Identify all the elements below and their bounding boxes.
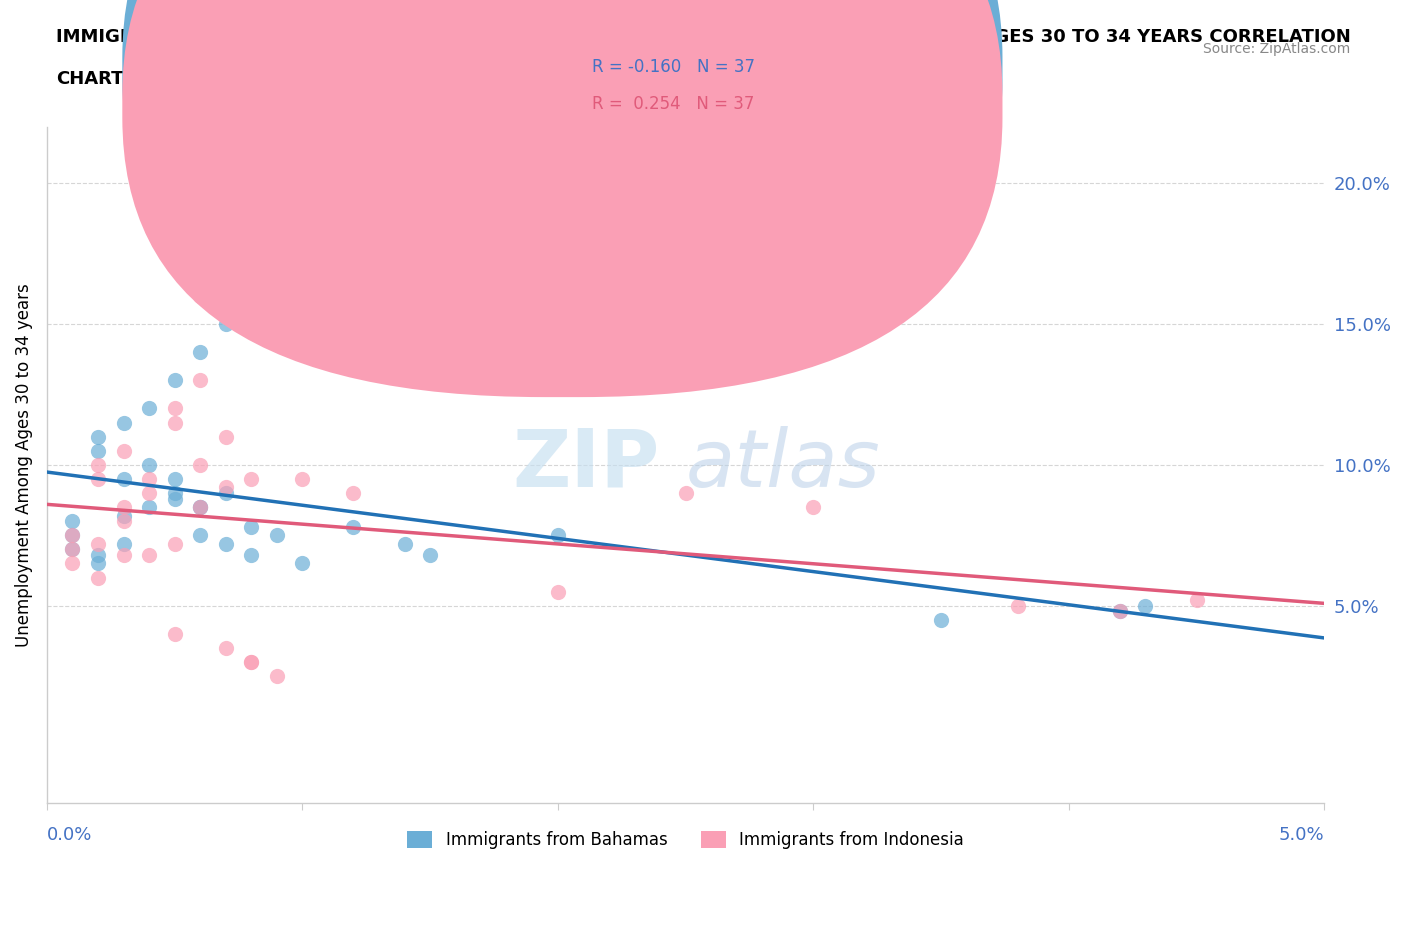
Point <box>163 401 186 416</box>
Point <box>1135 598 1157 613</box>
Point <box>188 499 211 514</box>
Point <box>62 542 84 557</box>
Point <box>62 513 84 528</box>
Point <box>163 627 186 642</box>
Point <box>675 485 697 500</box>
Point <box>801 499 824 514</box>
Text: atlas: atlas <box>686 426 880 504</box>
Point <box>87 472 110 486</box>
Point <box>929 613 952 628</box>
Point <box>342 485 364 500</box>
Text: R = -0.160   N = 37: R = -0.160 N = 37 <box>592 58 755 76</box>
Point <box>188 288 211 303</box>
Point <box>112 508 135 523</box>
Point <box>138 485 160 500</box>
Point <box>138 548 160 563</box>
Point <box>87 548 110 563</box>
Point <box>163 373 186 388</box>
Point <box>87 458 110 472</box>
Point <box>1007 598 1029 613</box>
Text: 0.0%: 0.0% <box>46 826 93 844</box>
Point <box>112 548 135 563</box>
Point <box>188 499 211 514</box>
Text: ZIP: ZIP <box>513 426 659 504</box>
Point <box>291 556 314 571</box>
Text: Source: ZipAtlas.com: Source: ZipAtlas.com <box>1202 42 1350 56</box>
Point <box>1185 592 1208 607</box>
Point <box>240 548 263 563</box>
Point <box>62 528 84 543</box>
Point <box>215 485 238 500</box>
Point <box>240 472 263 486</box>
Point <box>62 556 84 571</box>
Point <box>547 528 569 543</box>
Point <box>240 288 263 303</box>
Point <box>112 513 135 528</box>
Point <box>87 430 110 445</box>
Text: 5.0%: 5.0% <box>1278 826 1324 844</box>
Point <box>87 570 110 585</box>
Point <box>163 472 186 486</box>
Point <box>163 415 186 430</box>
Point <box>112 415 135 430</box>
Point <box>188 373 211 388</box>
Point <box>291 472 314 486</box>
Point <box>266 528 288 543</box>
Point <box>240 655 263 670</box>
Point <box>112 472 135 486</box>
Point <box>266 669 288 684</box>
Point <box>138 401 160 416</box>
Text: R =  0.254   N = 37: R = 0.254 N = 37 <box>592 95 754 113</box>
Point <box>547 584 569 599</box>
Point <box>215 430 238 445</box>
Point <box>188 345 211 360</box>
Point <box>342 520 364 535</box>
Point <box>62 542 84 557</box>
Point <box>394 537 416 551</box>
Point <box>163 491 186 506</box>
Point <box>215 537 238 551</box>
Point <box>215 316 238 331</box>
Legend: Immigrants from Bahamas, Immigrants from Indonesia: Immigrants from Bahamas, Immigrants from… <box>401 824 970 856</box>
Point <box>188 499 211 514</box>
Point <box>138 458 160 472</box>
Point <box>87 444 110 458</box>
Point <box>112 537 135 551</box>
Point <box>188 458 211 472</box>
Point <box>188 528 211 543</box>
Point <box>87 556 110 571</box>
Y-axis label: Unemployment Among Ages 30 to 34 years: Unemployment Among Ages 30 to 34 years <box>15 283 32 646</box>
Point <box>1109 604 1132 618</box>
Point <box>215 641 238 656</box>
Point <box>163 537 186 551</box>
Text: CHART: CHART <box>56 70 124 87</box>
Point <box>112 499 135 514</box>
Point <box>215 480 238 495</box>
Point <box>62 528 84 543</box>
Point <box>138 472 160 486</box>
Point <box>138 499 160 514</box>
Text: IMMIGRANTS FROM BAHAMAS VS IMMIGRANTS FROM INDONESIA UNEMPLOYMENT AMONG AGES 30 : IMMIGRANTS FROM BAHAMAS VS IMMIGRANTS FR… <box>56 28 1351 46</box>
Point <box>87 537 110 551</box>
Point <box>1109 604 1132 618</box>
Point <box>419 548 441 563</box>
Point <box>112 444 135 458</box>
Point <box>240 520 263 535</box>
Point <box>240 655 263 670</box>
Point <box>163 485 186 500</box>
